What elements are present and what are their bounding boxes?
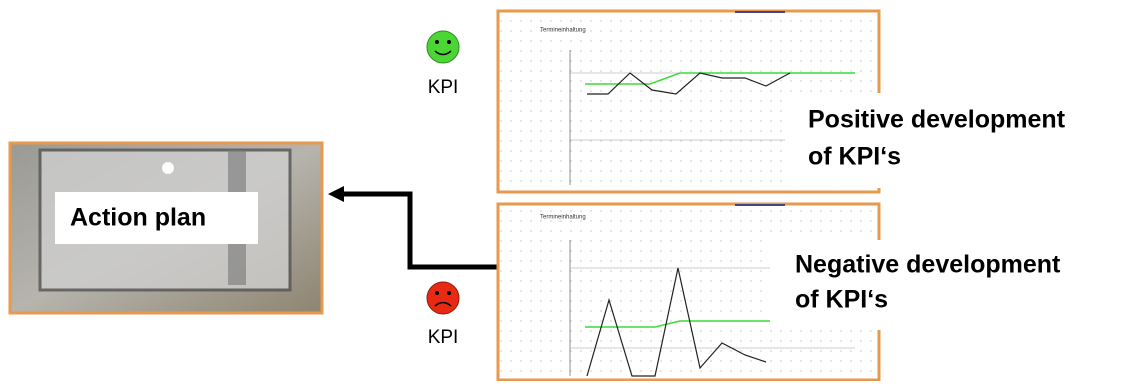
chart-image: Termineinhaltung Positive development of… xyxy=(498,11,1136,192)
arrow xyxy=(328,186,497,267)
positive-text: of KPI‘s xyxy=(808,143,901,171)
happy-face xyxy=(427,31,459,63)
action-plan-photo: Action plan xyxy=(10,143,322,313)
slide: Action plan KPI KPI Termineinhaltung Pos… xyxy=(0,0,1136,381)
chart-image: Termineinhaltung Negative development of… xyxy=(498,204,1136,380)
kpi-label: KPI xyxy=(428,77,459,98)
negative-text: Negative development xyxy=(795,251,1061,279)
action-plan-label: Action plan xyxy=(70,204,206,232)
chart-title: Termineinhaltung xyxy=(540,215,586,221)
positive-text: Positive development xyxy=(808,106,1066,134)
sad-face xyxy=(427,282,459,314)
chart-title: Termineinhaltung xyxy=(540,28,586,34)
kpi-label: KPI xyxy=(428,327,459,348)
negative-text: of KPI‘s xyxy=(795,286,888,314)
